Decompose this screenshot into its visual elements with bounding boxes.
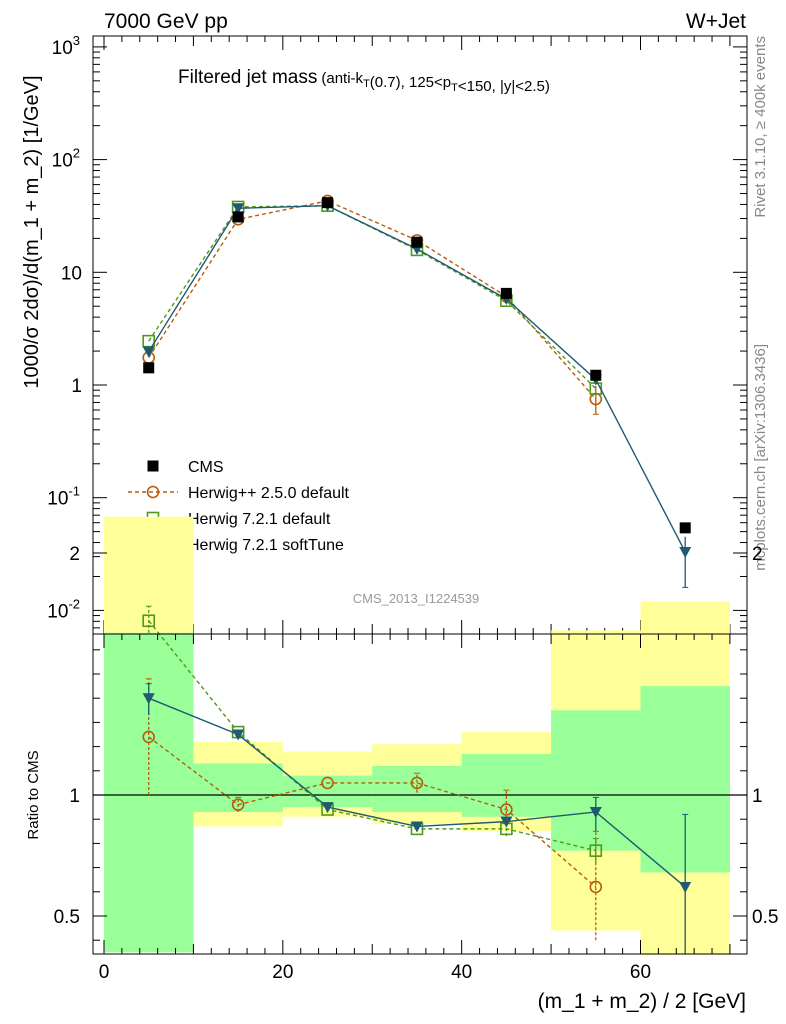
main-point-3 [232,203,245,215]
ratio-ytick-label-right: 0.5 [752,907,778,928]
legend-label: Herwig 7.2.1 softTune [188,537,344,554]
main-series-group [142,194,692,588]
header-right: W+Jet [686,10,746,33]
legend-label: Herwig 7.2.1 default [188,511,331,528]
ratio-point-2 [321,802,334,814]
ratio-ylabel: Ratio to CMS [25,750,42,839]
legend-marker [147,460,159,472]
main-point-0 [411,236,423,248]
x-axis-label: (m_1 + m_2) / 2 [GeV] [538,990,746,1013]
ratio-series-group [142,605,692,954]
side-text-top: Rivet 3.1.10, ≥ 400k events [752,36,769,218]
main-ytick-label: 102 [52,146,80,172]
chart-title-main: Filtered jet mass [178,67,317,88]
main-point-0 [232,211,244,223]
main-point-3 [142,346,155,358]
ratio-line-1 [148,620,596,852]
main-point-0 [322,197,334,209]
ratio-xtick-label: 20 [272,962,293,983]
ratio-point-1 [142,614,156,628]
side-text-bottom: mcplots.cern.ch [arXiv:1306.3436] [752,344,769,571]
ratio-point-1 [589,844,603,857]
legend-label: Herwig++ 2.5.0 default [188,485,350,502]
ratio-point-0 [321,776,334,790]
main-point-0 [143,362,155,374]
ratio-ytick-label-left: 2 [69,544,80,565]
header-left: 7000 GeV pp [104,10,228,33]
main-point-0 [500,287,512,299]
main-point-0 [590,369,602,381]
chart-title: Filtered jet mass (anti-kT(0.7), 125<pT<1… [178,67,550,95]
ratio-point-0 [231,798,245,811]
watermark-label: CMS_2013_I1224539 [353,591,480,606]
main-ytick-label: 10 [61,263,82,284]
legend-label: CMS [188,459,224,476]
ratio-ytick-label-right: 1 [752,786,763,807]
ratio-ytick-label-right: 2 [752,544,763,565]
ratio-plot-panel: 0.5 0.51 12 20 20 40 60 Ratio to CMS (m_1 + m_… [25,516,779,1013]
ratio-xtick-label: 40 [451,962,472,983]
main-point-0 [679,522,691,534]
ratio-point-2 [410,821,423,833]
main-line-2 [148,204,597,390]
ratio-point-2 [142,693,155,705]
main-ytick-label: 10-1 [47,484,80,510]
ratio-point-0 [500,803,513,816]
ratio-ytick-label-left: 0.5 [54,907,80,928]
main-ytick-label: 10-2 [47,596,80,622]
ratio-point-0 [410,776,424,790]
ratio-xtick-label: 0 [99,962,110,983]
ratio-point-2 [500,816,513,828]
ratio-band-green [282,775,373,808]
main-point-3 [679,546,692,558]
main-axis-ticks: 10-2 10-1 1 10 102 103 [47,33,747,634]
main-ytick-label: 103 [52,33,80,59]
ratio-point-2 [589,806,602,818]
ratio-bands [104,516,730,955]
legend-marker [146,485,160,499]
ratio-point-2 [679,881,692,893]
main-ytick-label: 1 [71,376,82,397]
ratio-point-0 [142,730,156,744]
ratio-ytick-label-left: 1 [69,786,80,807]
ratio-point-0 [589,880,603,894]
legend: CMS Herwig++ 2.5.0 default Herwig 7.2.1 de… [128,459,350,554]
ratio-xtick-label: 60 [630,962,651,983]
ratio-band-green [193,763,283,812]
ratio-frame [92,633,748,955]
ratio-line-0 [148,736,597,888]
main-plot-panel: 10-2 10-1 1 10 102 103 Filtered jet mass (anti… [21,33,748,635]
chart-title-sub: (anti-kT(0.7), 125<pT<150, |y|<2.5) [321,70,550,95]
ratio-point-2 [232,729,245,741]
main-ylabel: 1000/σ 2dσ)/d(m_1 + m_2) [1/GeV] [21,75,43,388]
main-line-1 [148,200,597,400]
ratio-axis-ticks: 0.5 0.51 12 20 20 40 60 [54,544,779,983]
